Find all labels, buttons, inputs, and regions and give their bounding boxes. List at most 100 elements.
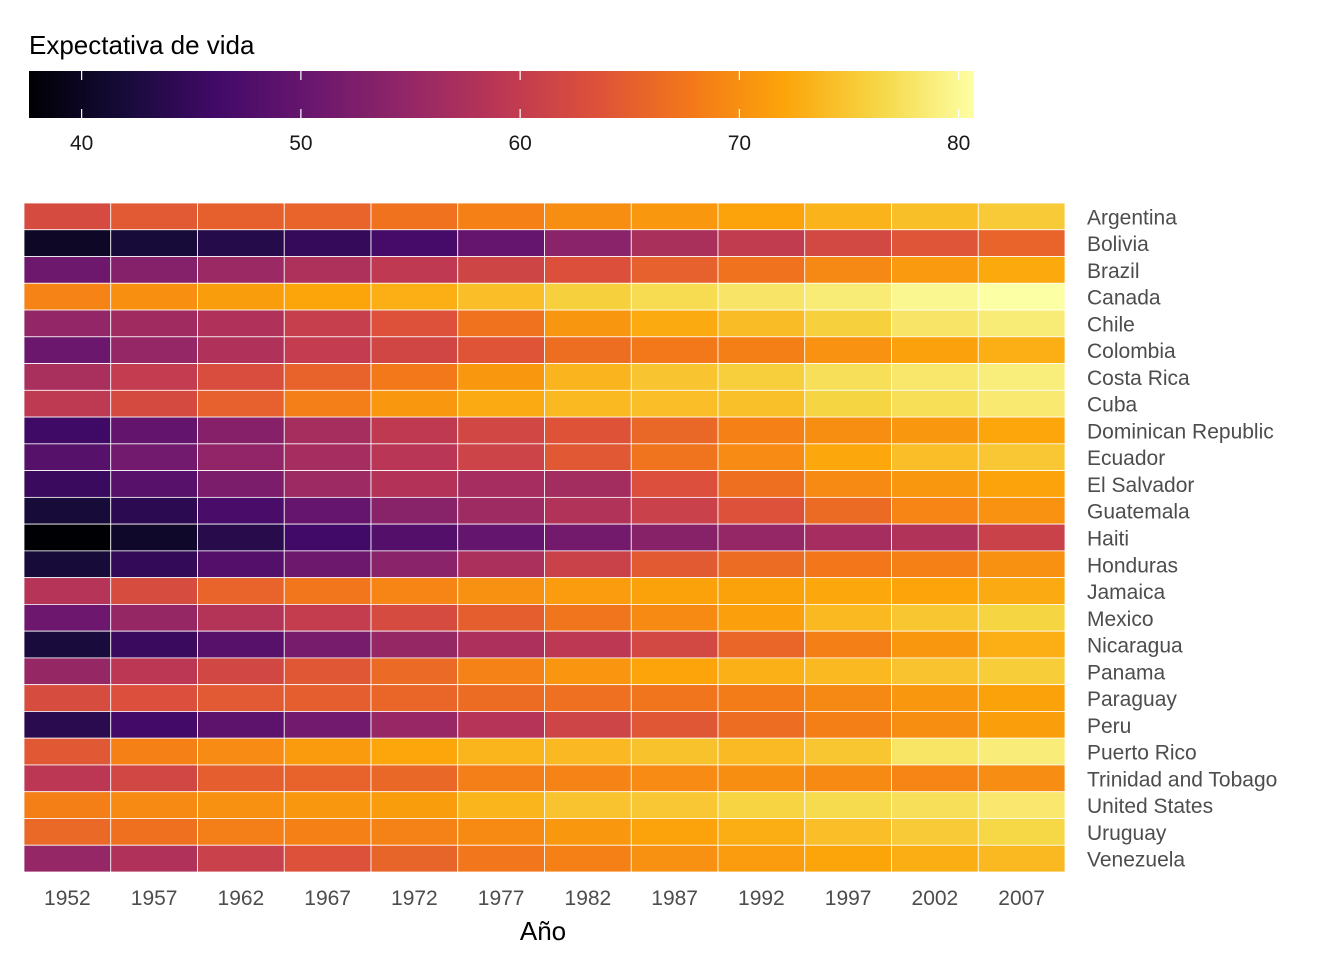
heatmap-cell <box>283 229 372 257</box>
heatmap-cell <box>23 202 112 231</box>
y-tick-label: Brazil <box>1087 260 1140 283</box>
heatmap-cell <box>457 389 545 418</box>
heatmap-cell <box>717 416 806 445</box>
heatmap-cell <box>804 818 892 846</box>
heatmap-cell <box>110 496 198 525</box>
heatmap-cell <box>457 229 545 257</box>
heatmap-cell <box>457 684 545 712</box>
heatmap-cell <box>197 844 285 873</box>
y-tick-label: Mexico <box>1087 608 1154 631</box>
heatmap-cell <box>283 309 372 338</box>
heatmap-cell <box>370 711 459 739</box>
y-tick-label: Nicaragua <box>1087 635 1183 658</box>
heatmap-cell <box>23 416 112 445</box>
heatmap-cell <box>197 737 285 766</box>
heatmap-cell <box>717 282 806 311</box>
heatmap-cell <box>977 202 1066 231</box>
heatmap-cell <box>197 389 285 418</box>
y-tick-label: Argentina <box>1087 206 1177 229</box>
heatmap-cell <box>197 630 285 659</box>
heatmap-cell <box>891 309 979 338</box>
heatmap-cell <box>630 389 719 418</box>
heatmap-cell <box>110 737 198 766</box>
heatmap-cell <box>197 363 285 391</box>
heatmap-cell <box>544 604 632 632</box>
heatmap-cell <box>370 764 459 793</box>
heatmap-cell <box>283 496 372 525</box>
y-tick-label: Cuba <box>1087 394 1138 417</box>
heatmap-cell <box>544 844 632 873</box>
y-tick-label: Puerto Rico <box>1087 742 1197 765</box>
heatmap-cell <box>23 657 112 686</box>
x-tick-label: 1957 <box>131 887 178 910</box>
heatmap-cell <box>891 764 979 793</box>
heatmap-cell <box>197 282 285 311</box>
colorbar-legend: Expectativa de vida 40 50 60 70 80 <box>29 30 974 155</box>
heatmap-cell <box>977 470 1066 498</box>
heatmap-cell <box>630 336 719 364</box>
heatmap-cell <box>630 496 719 525</box>
heatmap-cell <box>457 577 545 605</box>
heatmap-cell <box>370 443 459 471</box>
heatmap-cell <box>370 818 459 846</box>
y-tick-label: Uruguay <box>1087 822 1167 845</box>
heatmap-cell <box>110 550 198 579</box>
heatmap-cell <box>977 550 1066 579</box>
heatmap-cell <box>370 363 459 391</box>
heatmap-cell <box>891 737 979 766</box>
heatmap-cell <box>457 711 545 739</box>
x-tick-label: 1972 <box>391 887 438 910</box>
heatmap-cell <box>804 684 892 712</box>
y-tick-label: Jamaica <box>1087 581 1166 604</box>
heatmap-cell <box>23 577 112 605</box>
heatmap-cell <box>370 550 459 579</box>
heatmap-cell <box>283 470 372 498</box>
heatmap-cell <box>630 630 719 659</box>
heatmap-cell <box>370 282 459 311</box>
heatmap-cell <box>804 496 892 525</box>
heatmap-cell <box>23 309 112 338</box>
y-tick-label: Haiti <box>1087 528 1129 551</box>
heatmap-cell <box>23 550 112 579</box>
heatmap-cell <box>544 416 632 445</box>
x-tick-label: 1967 <box>304 887 351 910</box>
heatmap-cell <box>370 791 459 819</box>
heatmap-cell <box>110 604 198 632</box>
heatmap-cell <box>370 389 459 418</box>
heatmap-cell <box>804 389 892 418</box>
heatmap-cell <box>977 229 1066 257</box>
heatmap-cell <box>891 684 979 712</box>
y-tick-label: Chile <box>1087 313 1135 336</box>
heatmap-cell <box>370 336 459 364</box>
heatmap-cell <box>630 550 719 579</box>
heatmap-cell <box>23 470 112 498</box>
heatmap-cell <box>544 470 632 498</box>
x-tick-label: 1992 <box>738 887 785 910</box>
heatmap-cell <box>891 443 979 471</box>
colorbar <box>29 71 974 118</box>
heatmap-cell <box>283 256 372 284</box>
heatmap-cell <box>370 416 459 445</box>
heatmap-cell <box>804 604 892 632</box>
heatmap-cell <box>370 309 459 338</box>
heatmap-cell <box>891 363 979 391</box>
y-tick-label: Colombia <box>1087 340 1176 363</box>
heatmap-cell <box>717 577 806 605</box>
colorbar-tick-label: 70 <box>728 132 751 155</box>
heatmap-cell <box>197 791 285 819</box>
heatmap-cell <box>717 363 806 391</box>
heatmap-cell <box>283 764 372 793</box>
heatmap-cell <box>110 764 198 793</box>
heatmap-cell <box>283 791 372 819</box>
heatmap-cell <box>370 657 459 686</box>
y-tick-label: Venezuela <box>1087 849 1185 872</box>
heatmap-cell <box>804 523 892 552</box>
heatmap-cell <box>283 844 372 873</box>
heatmap-panel: 1952 1957 1962 1967 1972 1977 1982 1987 1992 1997… <box>23 202 1277 946</box>
heatmap-cell <box>717 604 806 632</box>
y-tick-label: Paraguay <box>1087 688 1177 711</box>
heatmap-cell <box>457 630 545 659</box>
heatmap-cell <box>370 229 459 257</box>
heatmap-cell <box>370 523 459 552</box>
heatmap-cell <box>197 443 285 471</box>
